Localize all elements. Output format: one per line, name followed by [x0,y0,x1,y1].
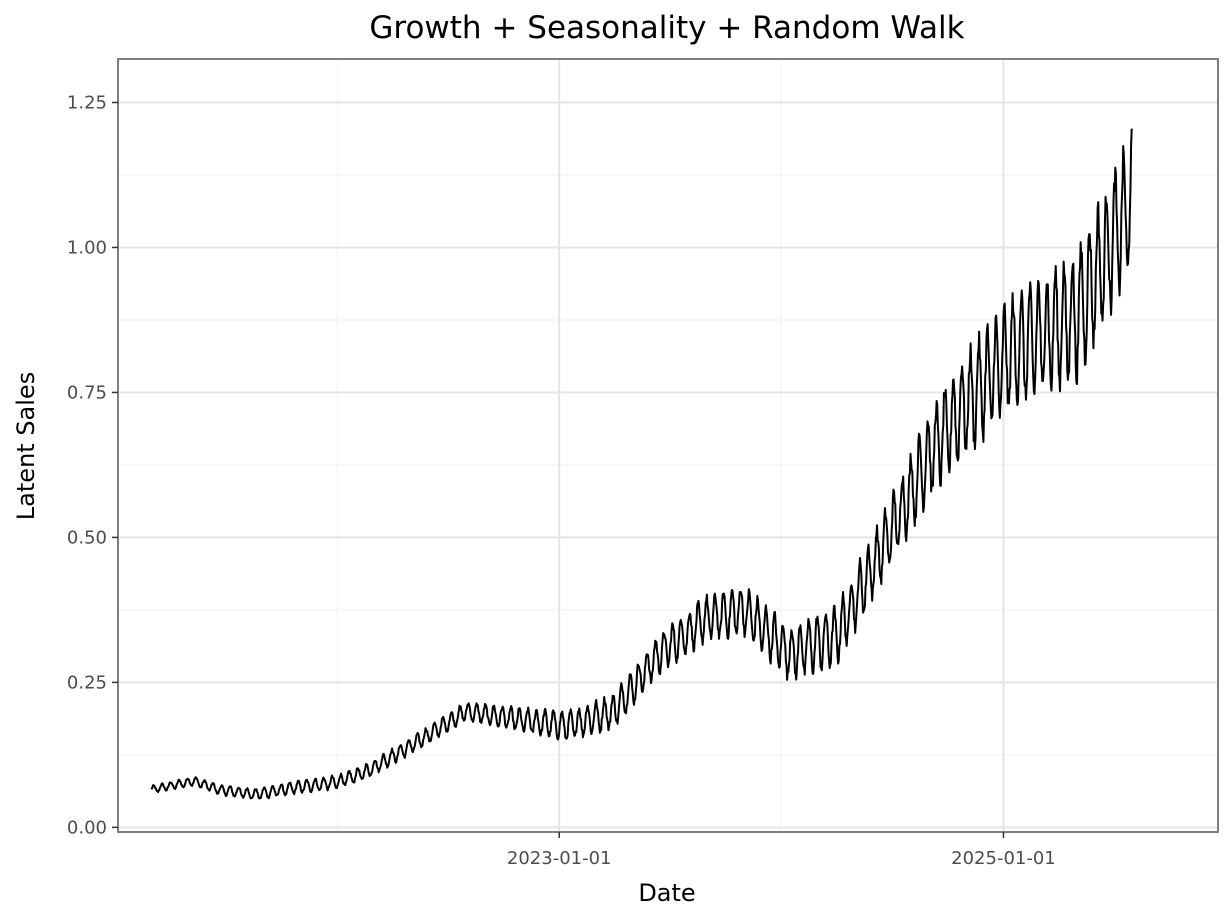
chart-title: Growth + Seasonality + Random Walk [369,10,964,46]
series-line [150,128,1133,800]
y-tick-label: 1.25 [67,92,107,113]
x-tick-label: 2025-01-01 [951,848,1056,869]
y-tick-label: 1.00 [67,237,107,258]
x-axis-ticks: 2023-01-01 2025-01-01 [507,832,1056,869]
x-axis-title: Date [638,879,695,907]
x-tick-label: 2023-01-01 [507,848,612,869]
y-tick-label: 0.75 [67,382,107,403]
y-axis-ticks: 0.00 0.25 0.50 0.75 1.00 1.25 [67,92,118,838]
plot-area [118,59,1218,832]
y-tick-label: 0.25 [67,672,107,693]
series-layer [150,128,1133,800]
y-tick-label: 0.50 [67,527,107,548]
plot-border [117,58,1219,833]
y-axis-title: Latent Sales [12,372,40,520]
y-tick-label: 0.00 [67,817,107,838]
